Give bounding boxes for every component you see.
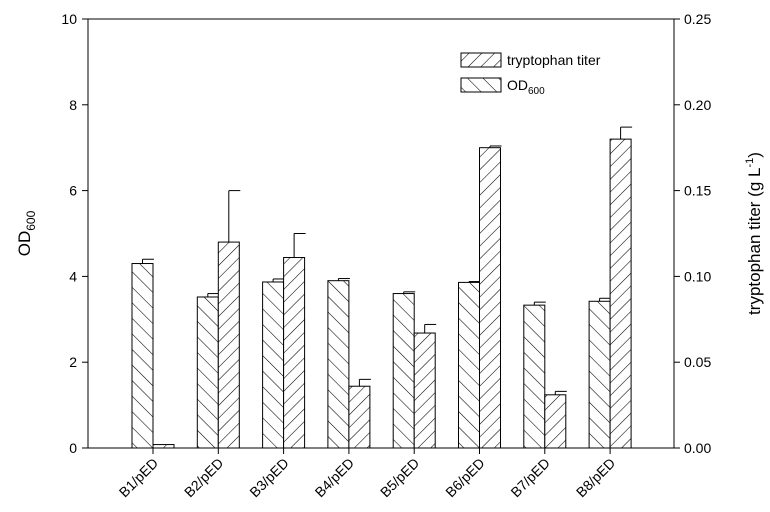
bar-tryptophan [609,138,632,449]
right-tick-label: 0.25 [684,11,711,27]
bar-od600 [588,300,611,449]
bar-od600 [196,296,219,449]
right-tick-label: 0.20 [684,97,711,113]
bar-tryptophan [479,147,501,449]
left-axis-label-main: OD [15,231,34,257]
legend: tryptophan titer OD600 [460,52,601,97]
x-tick-label: B6/pED [442,455,487,500]
legend-label-tryptophan: tryptophan titer [507,52,601,68]
left-axis: 0 2 4 6 8 10 [61,11,88,456]
left-axis-label: OD600 [15,210,38,256]
legend-label-od600-main: OD [507,77,528,93]
bar-tryptophan [413,332,436,449]
legend-label-od600-sub: 600 [528,86,545,97]
bar-tryptophan [348,385,371,449]
right-axis: 0.00 0.05 0.10 0.15 0.20 0.25 [674,11,711,456]
legend-swatch-tryptophan [460,52,502,68]
x-tick-label: B5/pED [377,455,422,500]
plot-frame [87,18,675,449]
bars [131,126,633,449]
bar-od600 [392,293,415,449]
x-tick-label: B7/pED [507,455,552,500]
right-tick-label: 0.00 [684,440,711,456]
right-axis-label: tryptophan titer (g L-1) [744,152,764,315]
right-axis-label-main: tryptophan titer (g L [745,168,764,315]
x-tick-label: B8/pED [573,455,618,500]
x-tick-label: B2/pED [181,455,226,500]
left-tick-label: 10 [61,11,77,27]
left-axis-label-sub: 600 [24,210,38,230]
left-tick-label: 6 [69,183,77,199]
bar-tryptophan [283,257,306,449]
left-tick-label: 4 [69,268,77,284]
right-tick-label: 0.15 [684,183,711,199]
x-axis: B1/pED B2/pED B3/pED B4/pED B5/pED B6/pED B7/p… [116,448,618,500]
x-tick-label: B4/pED [312,455,357,500]
legend-label-od600: OD600 [507,77,545,97]
left-tick-label: 0 [69,440,77,456]
bar-od600 [262,281,285,449]
x-tick-label: B1/pED [116,455,161,500]
plot-area [87,18,675,449]
bar-tryptophan [217,241,240,449]
bar-od600 [327,280,350,449]
x-tick-label: B3/pED [246,455,291,500]
legend-swatch-od600 [460,77,502,93]
bar-od600 [131,263,154,449]
right-tick-label: 0.10 [684,268,711,284]
bar-tryptophan [544,394,567,449]
right-tick-label: 0.05 [684,354,711,370]
right-axis-label-sup: -1 [744,158,756,168]
left-tick-label: 8 [69,97,77,113]
bar-od600 [458,281,480,449]
left-tick-label: 2 [69,354,77,370]
right-axis-label-end: ) [745,152,764,158]
bar-od600 [523,304,546,449]
bar-tryptophan [152,444,175,449]
